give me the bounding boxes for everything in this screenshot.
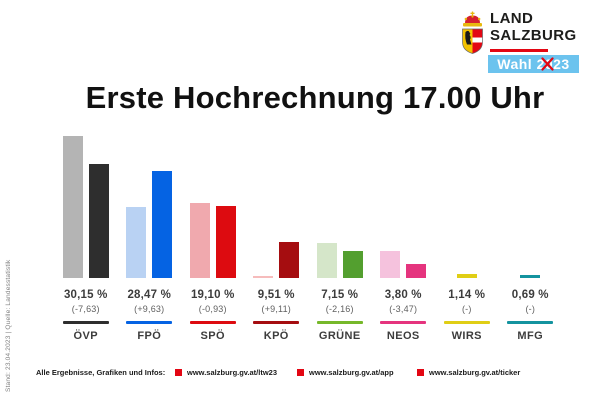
source-note: Stand: 23.04.2023 | Quelle: Landesstatis… [5,259,12,392]
bar-previous-fpoe [126,206,147,278]
party-color-line-oevp [62,321,109,324]
change-label-fpoe: (+9,63) [134,304,165,314]
party-name-spoe: SPÖ [200,330,225,342]
party-column-kpoe: 9,51 % (+9,11) KPÖ [245,130,309,342]
change-label-gruene: (-2,16) [325,304,354,314]
party-name-oevp: ÖVP [73,330,98,342]
logo-line1: LAND [490,10,534,27]
value-label-mfg: 0,69 % [511,289,549,301]
bars-oevp [54,130,118,278]
value-label-wirs: 1,14 % [448,289,486,301]
ballot-x-icon [541,57,554,71]
logo-line2: SALZBURG [490,26,577,44]
party-color-line-gruene [316,321,363,324]
bars-neos [372,130,436,278]
bars-wirs [435,130,499,278]
party-name-gruene: GRÜNE [318,330,361,342]
logo-wordmark: LAND SALZBURG [490,10,577,44]
footer-link-url[interactable]: www.salzburg.gv.at/ticker [429,368,521,377]
party-column-fpoe: 28,47 % (+9,63) FPÖ [118,130,182,342]
footer-link-3: www.salzburg.gv.at/ticker [417,368,520,377]
value-label-kpoe: 9,51 % [257,289,295,301]
party-color-line-kpoe [253,321,300,324]
bar-current-mfg [520,275,541,278]
bar-previous-neos [380,250,401,278]
party-column-oevp: 30,15 % (-7,63) ÖVP [54,130,118,342]
bar-current-wirs [456,273,477,278]
footer-link-url[interactable]: www.salzburg.gv.at/app [309,368,394,377]
bars-kpoe [245,130,309,278]
red-square-icon [297,369,304,376]
change-label-mfg: (-) [525,304,536,314]
party-color-line-spoe [189,321,236,324]
party-color-line-wirs [443,321,490,324]
wahl-2023-badge: Wahl 2023 [488,55,579,73]
footer-link-2: www.salzburg.gv.at/app [297,368,394,377]
bar-current-kpoe [279,242,300,278]
change-label-oevp: (-7,63) [71,304,100,314]
value-label-fpoe: 28,47 % [127,289,172,301]
value-label-oevp: 30,15 % [63,289,108,301]
bars-gruene [308,130,372,278]
party-color-line-fpoe [126,321,173,324]
bar-previous-spoe [189,202,210,278]
party-name-mfg: MFG [517,330,544,342]
change-label-spoe: (-0,93) [198,304,227,314]
change-label-neos: (-3,47) [389,304,418,314]
bar-previous-gruene [316,242,337,278]
party-color-line-neos [380,321,427,324]
value-label-spoe: 19,10 % [190,289,235,301]
party-column-neos: 3,80 % (-3,47) NEOS [372,130,436,342]
footer-link-url[interactable]: www.salzburg.gv.at/ltw23 [187,368,278,377]
bars-fpoe [118,130,182,278]
value-label-gruene: 7,15 % [321,289,359,301]
party-column-gruene: 7,15 % (-2,16) GRÜNE [308,130,372,342]
bar-previous-oevp [62,135,83,278]
bar-current-oevp [88,164,109,278]
footer-link-1: www.salzburg.gv.at/ltw23 [175,368,277,377]
logo-red-bar [490,49,548,52]
change-label-kpoe: (+9,11) [261,304,291,314]
page-title: Erste Hochrechnung 17.00 Uhr [85,80,545,115]
bar-current-spoe [215,206,236,278]
bars-mfg [499,130,563,278]
party-column-spoe: 19,10 % (-0,93) SPÖ [181,130,245,342]
bar-previous-kpoe [253,276,274,278]
party-color-line-mfg [507,321,554,324]
bar-current-gruene [342,251,363,278]
salzburg-coat-of-arms-icon [462,11,483,54]
bar-chart: 30,15 % (-7,63) ÖVP 28,47 % (+9,63) FPÖ 19,10 … [54,130,562,342]
bars-spoe [181,130,245,278]
footer-label: Alle Ergebnisse, Grafiken und Infos: [36,368,166,377]
party-name-wirs: WIRS [451,330,482,342]
change-label-wirs: (-) [461,304,472,314]
value-label-neos: 3,80 % [384,289,422,301]
party-name-neos: NEOS [386,330,420,342]
bar-current-fpoe [152,170,173,278]
party-name-kpoe: KPÖ [263,330,289,342]
party-name-fpoe: FPÖ [137,330,162,342]
red-square-icon [417,369,424,376]
bar-current-neos [406,263,427,278]
party-column-wirs: 1,14 % (-) WIRS [435,130,499,342]
party-column-mfg: 0,69 % (-) MFG [499,130,563,342]
red-square-icon [175,369,182,376]
